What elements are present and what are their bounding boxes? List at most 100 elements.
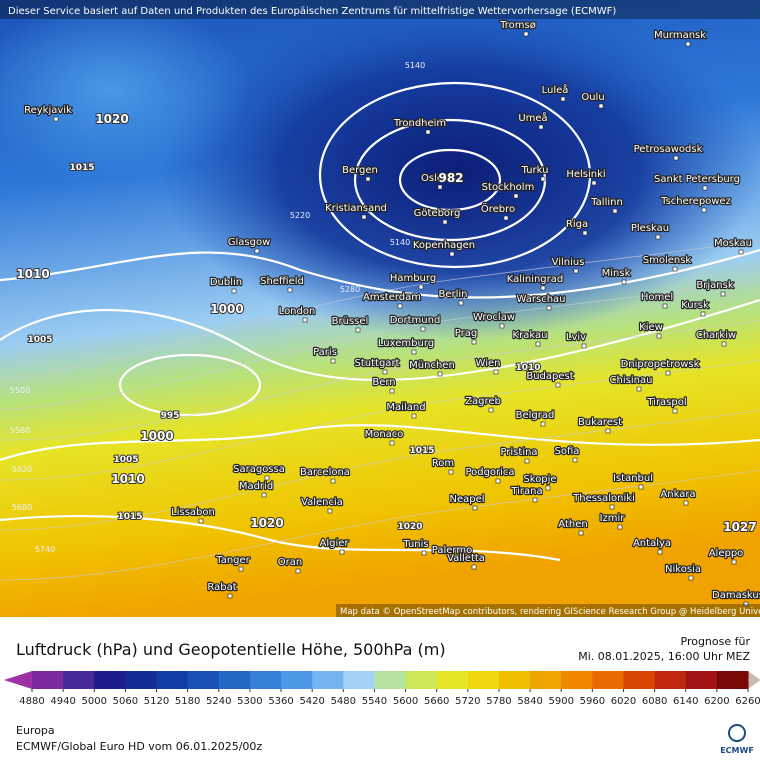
colorbar-swatch xyxy=(592,671,624,689)
city-label: Kursk xyxy=(681,300,709,311)
city-label: Podgorica xyxy=(465,467,514,478)
city-marker xyxy=(701,207,707,213)
city-label: Helsinki xyxy=(566,169,605,180)
city-label: Warschau xyxy=(517,294,566,305)
legend-title: Luftdruck (hPa) und Geopotentielle Höhe,… xyxy=(16,640,446,659)
city-label: Tallinn xyxy=(590,197,623,208)
colorbar-swatch xyxy=(156,671,189,689)
city-marker xyxy=(198,518,204,524)
city-marker xyxy=(449,251,455,257)
colorbar-tick-label: 6080 xyxy=(642,696,667,707)
city-label: Charkiw xyxy=(696,330,736,341)
low-area xyxy=(160,0,760,340)
colorbar-swatch xyxy=(654,671,687,689)
city-label: Lissabon xyxy=(171,507,215,518)
city-marker xyxy=(261,492,267,498)
city-label: Tscherepowez xyxy=(660,196,731,207)
city-label: Reykjavik xyxy=(24,105,72,116)
city-label: Tunis xyxy=(402,539,428,550)
city-label: Chisinau xyxy=(610,375,653,386)
city-label: Tiraspol xyxy=(646,397,686,408)
city-marker xyxy=(493,369,499,375)
colorbar-swatch xyxy=(405,671,438,689)
city-label: London xyxy=(279,306,316,317)
attribution: Map data © OpenStreetMap contributors, r… xyxy=(340,607,760,617)
city-marker xyxy=(499,323,505,329)
city-label: Oulu xyxy=(581,92,604,103)
city-label: Kaliningrad xyxy=(507,274,563,285)
city-marker xyxy=(683,500,689,506)
colorbar-swatch xyxy=(125,671,158,689)
city-marker xyxy=(327,508,333,514)
city-label: Tanger xyxy=(215,555,250,566)
colorbar-tick-label: 5120 xyxy=(144,696,169,707)
city-label: Pleskau xyxy=(631,223,669,234)
colorbar-tick-label: 6020 xyxy=(611,696,636,707)
cities: Tromsø Murmansk Reykjavik Luleå Oulu Trondhei… xyxy=(23,19,760,607)
city-label: Glasgow xyxy=(228,237,271,248)
city-marker xyxy=(655,234,661,240)
city-marker xyxy=(397,303,403,309)
city-marker xyxy=(688,575,694,581)
city-marker xyxy=(532,497,538,503)
city-label: Saragossa xyxy=(233,464,285,475)
city-label: Mailand xyxy=(386,402,425,413)
city-label: Luleå xyxy=(542,83,569,96)
isobar-label: 5620 xyxy=(12,465,32,474)
city-label: Minsk xyxy=(602,268,631,279)
city-label: Belgrad xyxy=(516,410,555,421)
city-label: Tromsø xyxy=(499,20,536,31)
city-marker xyxy=(503,215,509,221)
isobar-labels: 1020 982 1010 1000 1000 1010 1020 1027 1015 1005 9… xyxy=(10,61,758,554)
city-marker xyxy=(411,349,417,355)
city-label: Dortmund xyxy=(390,315,441,326)
city-marker xyxy=(685,41,691,47)
colorbar-tick-label: 6140 xyxy=(673,696,698,707)
city-marker xyxy=(437,184,443,190)
colorbar-swatch xyxy=(716,671,749,689)
city-marker xyxy=(425,129,431,135)
forecast-time: Mi. 08.01.2025, 16:00 Uhr MEZ xyxy=(578,650,750,663)
city-marker xyxy=(617,524,623,530)
colorbar-tick-label: 5780 xyxy=(486,696,511,707)
colorbar-tick-label: 5000 xyxy=(82,696,107,707)
isobar-label: 5140 xyxy=(390,238,410,247)
colorbar-swatch xyxy=(374,671,407,689)
city-marker xyxy=(418,284,424,290)
city-label: Algier xyxy=(319,538,349,549)
isobar-label: 5140 xyxy=(405,61,425,70)
colorbar-swatch xyxy=(218,671,251,689)
city-label: Murmansk xyxy=(654,30,706,41)
city-label: Brjansk xyxy=(696,280,733,291)
city-label: Valencia xyxy=(301,497,343,508)
colorbar-tick-label: 5240 xyxy=(206,696,231,707)
city-marker xyxy=(411,413,417,419)
city-marker xyxy=(458,300,464,306)
city-marker xyxy=(389,440,395,446)
logo-icon xyxy=(728,724,746,742)
isobar-label: 1010 xyxy=(515,363,540,373)
city-label: Madrid xyxy=(239,481,273,492)
colorbar-tick-label: 5960 xyxy=(580,696,605,707)
city-label: Thessaloniki xyxy=(572,493,635,504)
city-label: Sankt Petersburg xyxy=(654,174,740,185)
city-label: Monaco xyxy=(365,429,404,440)
colorbar-tick-label: 5540 xyxy=(362,696,387,707)
city-label: Athen xyxy=(558,519,587,530)
city-label: Valletta xyxy=(447,553,485,564)
city-marker xyxy=(227,593,233,599)
colorbar-tick-label: 6260 xyxy=(735,696,760,707)
city-label: Bergen xyxy=(342,165,378,176)
city-marker xyxy=(662,303,668,309)
city-label: Homel xyxy=(641,292,673,303)
city-label: München xyxy=(409,360,455,371)
city-label: Barcelona xyxy=(300,467,350,478)
colorbar-tick-label: 5300 xyxy=(237,696,262,707)
city-label: Amsterdam xyxy=(363,292,421,303)
city-label: Wien xyxy=(476,358,501,369)
colorbar-swatch xyxy=(530,671,562,689)
city-label: Lviv xyxy=(566,332,586,343)
city-marker xyxy=(636,386,642,392)
isobar-label: 995 xyxy=(161,411,180,421)
